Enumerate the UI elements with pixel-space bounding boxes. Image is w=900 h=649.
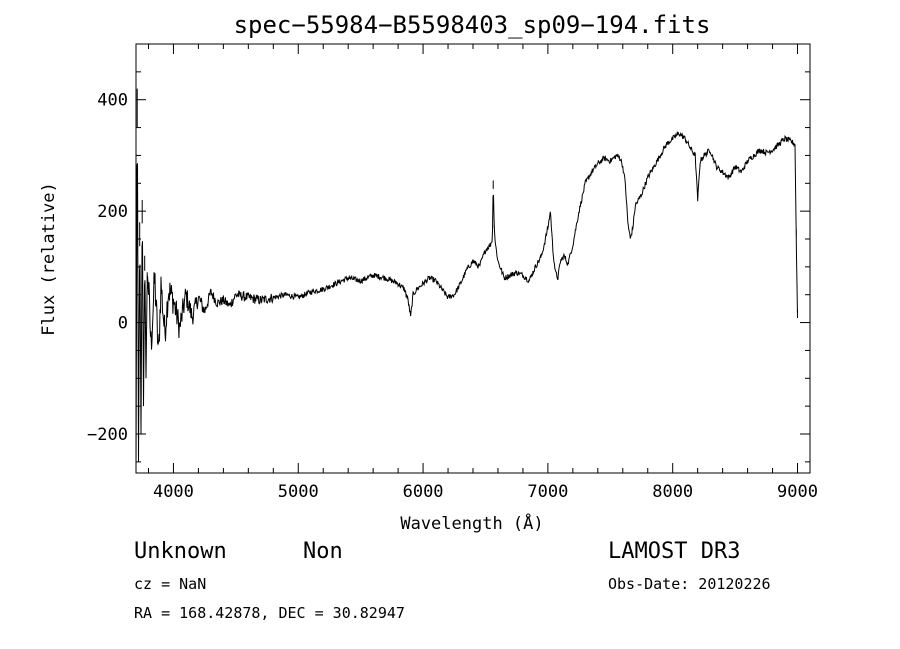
y-tick-label: −200 [87, 425, 128, 445]
x-tick-label: 9000 [777, 482, 818, 502]
x-axis-label: Wavelength (Å) [400, 512, 543, 534]
redshift-label: cz = NaN [134, 575, 207, 593]
object-subclass: Non [303, 539, 343, 564]
plot-frame [135, 43, 811, 474]
object-class: Unknown [134, 539, 227, 564]
x-tick-label: 5000 [278, 482, 319, 502]
y-tick-label: 400 [97, 91, 128, 111]
y-tick-label: 0 [118, 314, 128, 334]
obs-date-label: Obs-Date: 20120226 [608, 575, 771, 593]
x-tick-label: 4000 [153, 482, 194, 502]
spectrum-line [135, 88, 798, 474]
coords-label: RA = 168.42878, DEC = 30.82947 [134, 604, 405, 622]
y-axis-label: Flux (relative) [39, 182, 59, 336]
x-tick-label: 7000 [527, 482, 568, 502]
survey-label: LAMOST DR3 [608, 539, 741, 564]
chart-title: spec−55984−B5598403_sp09−194.fits [234, 11, 711, 39]
axis-ticks [136, 43, 810, 473]
x-tick-label: 8000 [652, 482, 693, 502]
y-tick-label: 200 [97, 202, 128, 222]
tick-labels: 4000 5000 6000 7000 8000 9000 −200 0 200 400 [87, 91, 818, 502]
x-tick-label: 6000 [403, 482, 444, 502]
